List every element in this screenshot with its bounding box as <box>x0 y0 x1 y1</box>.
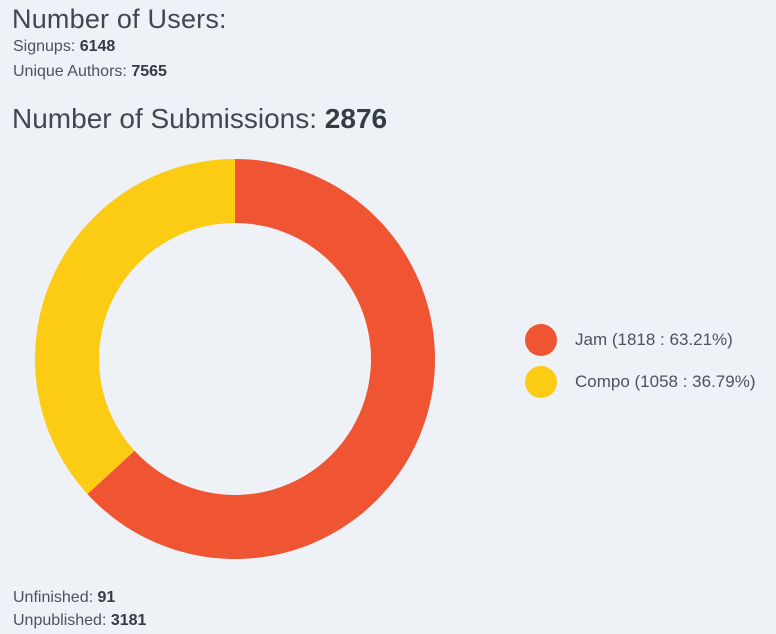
donut-slice-compo[interactable] <box>34 159 235 494</box>
unique-authors-stat: Unique Authors: 7565 <box>13 63 167 81</box>
unique-authors-value: 7565 <box>131 63 167 80</box>
donut-slice-jam[interactable] <box>87 159 436 559</box>
unfinished-label: Unfinished: <box>13 589 94 606</box>
legend-label-compo: Compo (1058 : 36.79%) <box>575 372 756 391</box>
unfinished-stat: Unfinished: 91 <box>13 589 115 607</box>
unfinished-value: 91 <box>97 589 116 606</box>
legend-swatch-compo <box>525 366 557 398</box>
legend-item-compo[interactable]: Compo (1058 : 36.79%) <box>525 366 756 398</box>
submissions-label: Number of Submissions: <box>12 103 318 134</box>
signups-stat: Signups: 6148 <box>13 38 115 56</box>
submissions-total: 2876 <box>324 103 388 134</box>
unpublished-value: 3181 <box>110 612 147 629</box>
signups-label: Signups: <box>13 38 76 55</box>
signups-value: 6148 <box>79 38 116 55</box>
unpublished-label: Unpublished: <box>13 612 107 629</box>
legend-item-jam[interactable]: Jam (1818 : 63.21%) <box>525 324 756 356</box>
legend-swatch-jam <box>525 324 557 356</box>
unpublished-stat: Unpublished: 3181 <box>13 612 146 630</box>
chart-legend: Jam (1818 : 63.21%) Compo (1058 : 36.79%… <box>525 324 756 409</box>
unique-authors-label: Unique Authors: <box>13 63 127 80</box>
legend-label-jam: Jam (1818 : 63.21%) <box>575 330 733 349</box>
submissions-heading: Number of Submissions: 2876 <box>12 103 387 135</box>
users-heading: Number of Users: <box>12 4 227 34</box>
